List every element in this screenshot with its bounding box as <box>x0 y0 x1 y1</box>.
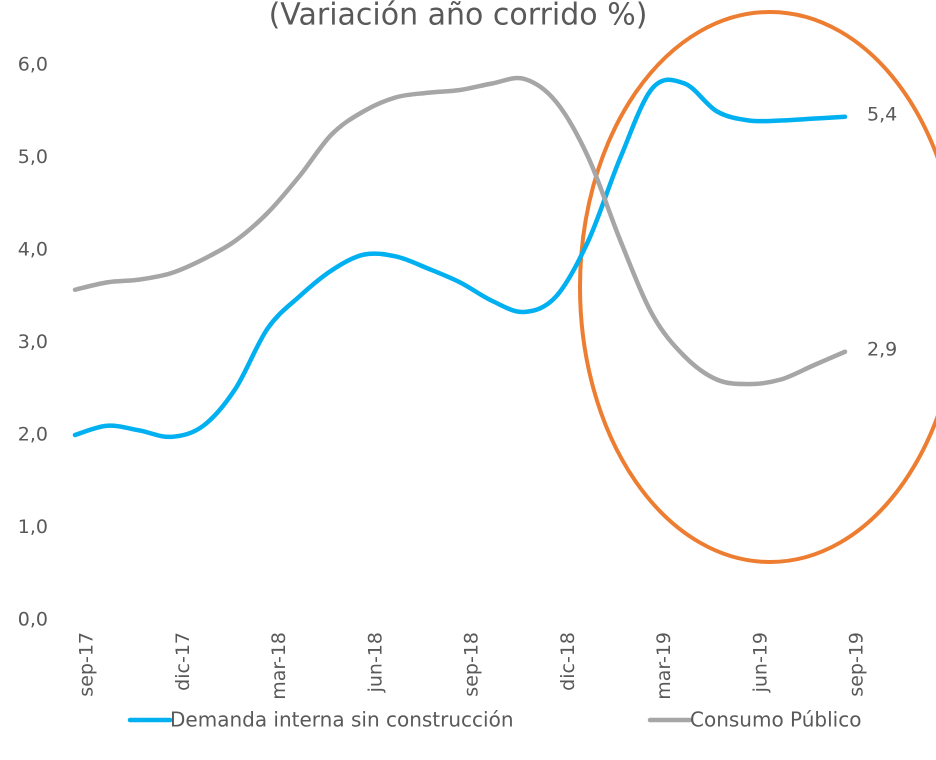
legend-label: Demanda interna sin construcción <box>170 708 514 732</box>
x-tick-label: sep-18 <box>461 632 483 697</box>
x-tick-label: mar-18 <box>268 632 290 700</box>
y-tick-label: 4,0 <box>18 239 48 261</box>
x-tick-label: dic-18 <box>557 632 579 691</box>
x-tick-label: jun-19 <box>749 632 771 693</box>
y-tick-label: 5,0 <box>18 146 48 168</box>
x-tick-label: jun-18 <box>364 632 386 693</box>
y-tick-label: 1,0 <box>18 516 48 538</box>
chart-title: (Variación año corrido %) <box>269 0 648 33</box>
y-tick-label: 3,0 <box>18 331 48 353</box>
series-line <box>72 77 848 440</box>
x-tick-label: sep-19 <box>846 632 868 697</box>
y-tick-label: 6,0 <box>18 54 48 76</box>
x-tick-label: dic-17 <box>172 632 194 691</box>
legend-label: Consumo Público <box>690 708 861 732</box>
y-tick-label: 0,0 <box>18 609 48 631</box>
data-label: 5,4 <box>867 103 897 125</box>
x-tick-label: mar-19 <box>653 632 675 700</box>
highlight-ellipse <box>578 10 936 564</box>
y-tick-label: 2,0 <box>18 424 48 446</box>
series-line <box>72 75 848 387</box>
x-tick-label: sep-17 <box>76 632 98 697</box>
data-label: 2,9 <box>867 338 897 360</box>
